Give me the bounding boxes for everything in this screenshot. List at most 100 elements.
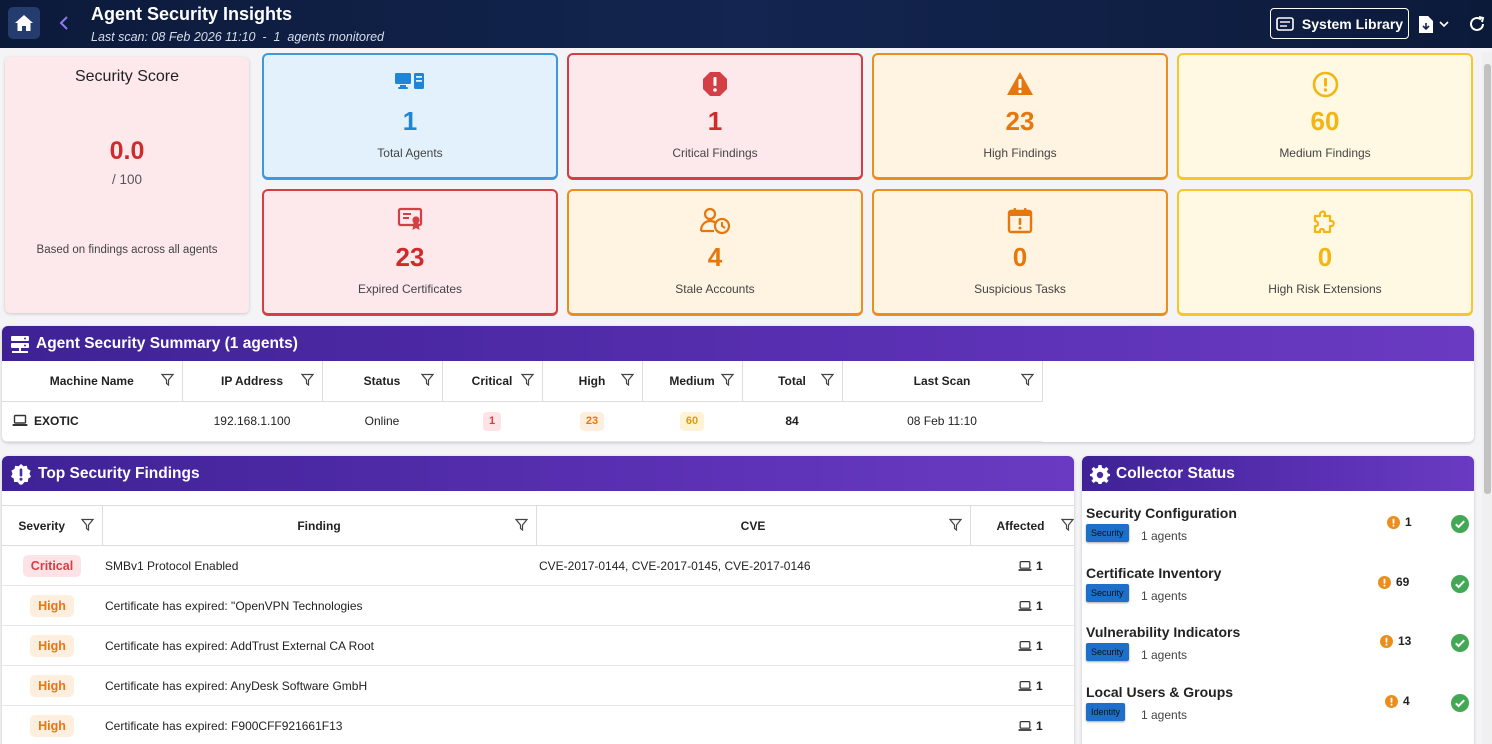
column-header-machine-name[interactable]: Machine Name: [2, 361, 183, 402]
page-scrollbar[interactable]: [1482, 52, 1492, 744]
severity-cell: High: [2, 665, 102, 706]
table-row[interactable]: EXOTIC 192.168.1.100 Online 1 23 60 84 0…: [2, 401, 1042, 442]
stat-value: 23: [1005, 106, 1035, 136]
score-note: Based on findings across all agents: [36, 244, 218, 256]
collector-item[interactable]: Local Users & Groups Identity 1 agents 4: [1086, 684, 1472, 740]
laptop-icon: [1018, 640, 1032, 651]
filter-icon[interactable]: [520, 373, 534, 389]
critical-cell: 1: [442, 401, 542, 442]
column-header-ip-address[interactable]: IP Address: [182, 361, 323, 402]
table-row[interactable]: High Certificate has expired: AnyDesk So…: [2, 665, 1074, 706]
column-header-status[interactable]: Status: [322, 361, 443, 402]
filter-icon[interactable]: [80, 518, 94, 534]
severity-badge: High: [30, 674, 74, 697]
column-header-critical[interactable]: Critical: [442, 361, 543, 402]
critical-count-badge: 1: [482, 411, 502, 431]
filter-icon[interactable]: [1020, 373, 1034, 389]
export-dropdown-button[interactable]: [1418, 12, 1452, 36]
alert-circle-icon: [1312, 71, 1338, 98]
filter-icon[interactable]: [948, 518, 962, 534]
machine-name-cell: EXOTIC: [2, 401, 182, 442]
severity-badge: Critical: [22, 554, 82, 577]
top-findings-header: Top Security Findings: [2, 456, 1074, 491]
collector-name: Security Configuration: [1086, 505, 1237, 521]
column-header-severity[interactable]: Severity: [2, 505, 103, 546]
alert-circle-icon: [1387, 515, 1400, 529]
medium-cell: 60: [642, 401, 742, 442]
severity-badge: High: [30, 634, 74, 657]
cve-cell: [536, 705, 970, 744]
stat-card-high-findings[interactable]: 23 High Findings: [872, 53, 1168, 180]
high-cell: 23: [542, 401, 642, 442]
stat-label: Critical Findings: [672, 146, 758, 160]
check-circle-icon: [1451, 515, 1469, 533]
alert-circle-icon: [1380, 634, 1393, 648]
scrollbar-thumb[interactable]: [1484, 64, 1491, 494]
cve-cell: [536, 625, 970, 666]
table-row[interactable]: High Certificate has expired: "OpenVPN T…: [2, 585, 1074, 626]
stat-card-medium-findings[interactable]: 60 Medium Findings: [1177, 53, 1473, 180]
table-row[interactable]: High Certificate has expired: F900CFF921…: [2, 705, 1074, 744]
finding-cell: Certificate has expired: F900CFF921661F1…: [102, 705, 536, 744]
total-cell: 84: [742, 401, 842, 442]
stat-card-stale-accounts[interactable]: 4 Stale Accounts: [567, 189, 863, 316]
agent-summary-panel: Agent Security Summary (1 agents) Machin…: [2, 326, 1474, 442]
stat-card-total-agents[interactable]: 1 Total Agents: [262, 53, 558, 180]
stat-value: 60: [1310, 106, 1340, 136]
severity-badge: High: [30, 594, 74, 617]
refresh-button[interactable]: [1466, 12, 1488, 36]
severity-cell: Critical: [2, 545, 102, 586]
filter-icon[interactable]: [620, 373, 634, 389]
alert-circle-icon: [1378, 575, 1391, 589]
column-header-finding[interactable]: Finding: [102, 505, 537, 546]
collector-item[interactable]: Certificate Inventory Security 1 agents …: [1086, 565, 1472, 621]
score-value: 0.0: [109, 137, 145, 165]
top-findings-table: Severity Finding CVE Affected Critical S…: [2, 505, 1074, 744]
filter-icon[interactable]: [300, 373, 314, 389]
stat-label: High Risk Extensions: [1268, 282, 1382, 296]
check-circle-icon: [1451, 634, 1469, 652]
home-button[interactable]: [8, 7, 40, 39]
stat-card-critical-findings[interactable]: 1 Critical Findings: [567, 53, 863, 180]
top-findings-panel: Top Security Findings Severity Finding C…: [2, 456, 1074, 744]
column-header-total[interactable]: Total: [742, 361, 843, 402]
stat-label: Expired Certificates: [357, 282, 463, 296]
laptop-icon: [1018, 560, 1032, 571]
filter-icon[interactable]: [820, 373, 834, 389]
collector-status-header: Collector Status: [1082, 456, 1474, 491]
collector-item[interactable]: Vulnerability Indicators Security 1 agen…: [1086, 624, 1472, 680]
certificate-icon: [397, 207, 423, 230]
collector-item[interactable]: Security Configuration Security 1 agents…: [1086, 505, 1472, 561]
filter-icon[interactable]: [160, 373, 174, 389]
stat-card-suspicious-tasks[interactable]: 0 Suspicious Tasks: [872, 189, 1168, 316]
file-export-icon: [1419, 15, 1433, 33]
filter-icon[interactable]: [420, 373, 434, 389]
collector-finding-count: 1: [1387, 515, 1412, 529]
stat-card-high-risk-extensions[interactable]: 0 High Risk Extensions: [1177, 189, 1473, 316]
column-header-affected[interactable]: Affected: [970, 505, 1074, 546]
collector-name: Vulnerability Indicators: [1086, 624, 1241, 640]
home-icon: [15, 15, 33, 31]
filter-icon[interactable]: [1060, 518, 1074, 534]
column-header-high[interactable]: High: [542, 361, 643, 402]
stat-label: Medium Findings: [1279, 146, 1371, 160]
laptop-icon: [1018, 680, 1032, 691]
last-scan-cell: 08 Feb 11:10: [842, 401, 1042, 442]
affected-cell: 1: [970, 665, 1074, 706]
stat-card-expired-certificates[interactable]: 23 Expired Certificates: [262, 189, 558, 316]
stat-value: 0: [1012, 242, 1028, 272]
high-count-badge: 23: [579, 411, 605, 431]
table-row[interactable]: High Certificate has expired: AddTrust E…: [2, 625, 1074, 666]
stat-value: 1: [707, 106, 723, 136]
collector-agents: 1 agents: [1141, 589, 1188, 603]
alert-circle-icon: [1385, 694, 1398, 708]
filter-icon[interactable]: [720, 373, 734, 389]
filter-icon[interactable]: [514, 518, 528, 534]
affected-cell: 1: [970, 585, 1074, 626]
system-library-button[interactable]: System Library: [1270, 8, 1409, 39]
back-button[interactable]: [56, 12, 72, 34]
column-header-cve[interactable]: CVE: [536, 505, 971, 546]
column-header-medium[interactable]: Medium: [642, 361, 743, 402]
column-header-last-scan[interactable]: Last Scan: [842, 361, 1043, 402]
table-row[interactable]: Critical SMBv1 Protocol Enabled CVE-2017…: [2, 545, 1074, 586]
